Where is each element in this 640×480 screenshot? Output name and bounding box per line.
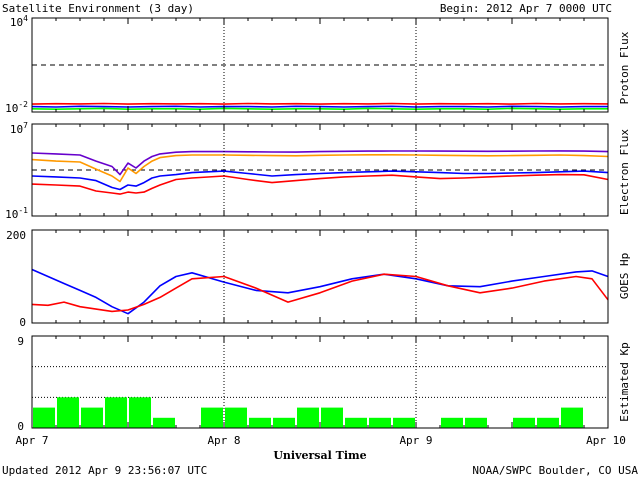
proton-flux-label: Proton Flux	[618, 31, 631, 104]
chart-title: Satellite Environment (3 day)	[2, 2, 194, 15]
goes-ytick-bottom: 0	[19, 316, 26, 329]
series-line-3	[31, 173, 609, 195]
goes-hp-label: GOES Hp	[618, 253, 631, 299]
kp-bar	[297, 407, 319, 428]
series-line-1	[31, 154, 609, 183]
kp-bar	[225, 407, 247, 428]
electron-flux-panel: 107 10-1 Electron Flux	[5, 121, 631, 221]
series-line-0	[31, 150, 609, 176]
series-line-2	[31, 170, 609, 191]
kp-bar	[513, 417, 535, 428]
kp-bar	[273, 417, 295, 428]
kp-bar	[465, 417, 487, 428]
proton-flux-lines	[31, 64, 609, 110]
electron-ytick-bottom: 10-1	[5, 206, 28, 221]
panel-frames	[31, 17, 609, 429]
goes-ytick-top: 200	[6, 229, 26, 242]
electron-flux-lines	[31, 150, 609, 195]
kp-bar	[369, 417, 391, 428]
proton-ytick-bottom: 10-2	[5, 100, 28, 115]
proton-flux-panel: 104 10-2 Proton Flux	[5, 14, 631, 115]
goes-hp-panel: 200 0 GOES Hp	[6, 229, 631, 329]
estimated-kp-label: Estimated Kp	[618, 342, 631, 421]
source-credit: NOAA/SWPC Boulder, CO USA	[472, 464, 638, 477]
kp-bar	[81, 407, 103, 428]
x-tick-apr9: Apr 9	[399, 434, 432, 447]
updated-time: Updated 2012 Apr 9 23:56:07 UTC	[2, 464, 207, 477]
series-line-1	[31, 273, 609, 313]
x-tick-apr7: Apr 7	[15, 434, 48, 447]
kp-bar	[537, 417, 559, 428]
kp-bar	[393, 417, 415, 428]
kp-panel: 9 0 Estimated Kp	[17, 335, 631, 433]
kp-bars	[32, 366, 608, 428]
x-tick-apr8: Apr 8	[207, 434, 240, 447]
goes-hp-lines	[31, 268, 609, 315]
series-line-0	[31, 102, 609, 105]
kp-bar	[153, 417, 175, 428]
kp-bar	[201, 407, 223, 428]
kp-bar	[441, 417, 463, 428]
kp-bar	[321, 407, 343, 428]
proton-ytick-top: 104	[10, 14, 28, 29]
kp-bar	[129, 397, 151, 428]
kp-bar	[57, 397, 79, 428]
x-tick-apr10: Apr 10	[586, 434, 626, 447]
kp-ytick-bottom: 0	[17, 420, 24, 433]
x-axis-title: Universal Time	[273, 449, 366, 462]
begin-time: Begin: 2012 Apr 7 0000 UTC	[440, 2, 612, 15]
series-line-0	[31, 268, 609, 315]
kp-bar	[561, 407, 583, 428]
kp-bar	[105, 397, 127, 428]
kp-bar	[345, 417, 367, 428]
kp-bar	[33, 407, 55, 428]
kp-ytick-top: 9	[17, 335, 24, 348]
kp-bar	[249, 417, 271, 428]
electron-flux-label: Electron Flux	[618, 129, 631, 215]
electron-ytick-top: 107	[10, 121, 28, 136]
